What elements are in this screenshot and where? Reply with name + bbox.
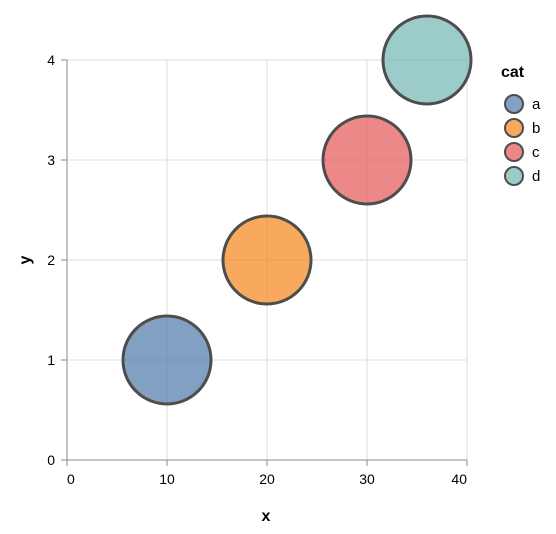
y-axis-title: y [17, 255, 34, 264]
legend-label-c: c [532, 144, 540, 161]
legend-label-a: a [532, 96, 541, 113]
y-tick-label: 3 [47, 152, 55, 168]
y-tick-label: 0 [47, 452, 55, 468]
legend-symbol-d [504, 166, 524, 186]
x-tick-label: 40 [451, 471, 467, 487]
legend-symbol-b [504, 118, 524, 138]
x-axis-title: x [262, 508, 271, 525]
x-tick-label: 10 [159, 471, 175, 487]
x-tick-label: 0 [67, 471, 75, 487]
y-tick-label: 2 [47, 252, 55, 268]
y-tick-label: 4 [47, 52, 55, 68]
legend-label-d: d [532, 168, 540, 185]
marks [121, 14, 473, 406]
x-tick-label: 30 [359, 471, 375, 487]
point-a [121, 314, 213, 406]
axes: 0 10 20 30 40 0 1 2 3 4 [47, 52, 468, 487]
legend-symbol-a [504, 94, 524, 114]
legend-title: cat [501, 64, 525, 81]
point-c [321, 114, 413, 206]
x-tick-label: 20 [259, 471, 275, 487]
point-d [381, 14, 473, 106]
legend-label-b: b [532, 120, 540, 137]
point-b [221, 214, 313, 306]
legend-symbol-c [504, 142, 524, 162]
y-tick-label: 1 [47, 352, 55, 368]
